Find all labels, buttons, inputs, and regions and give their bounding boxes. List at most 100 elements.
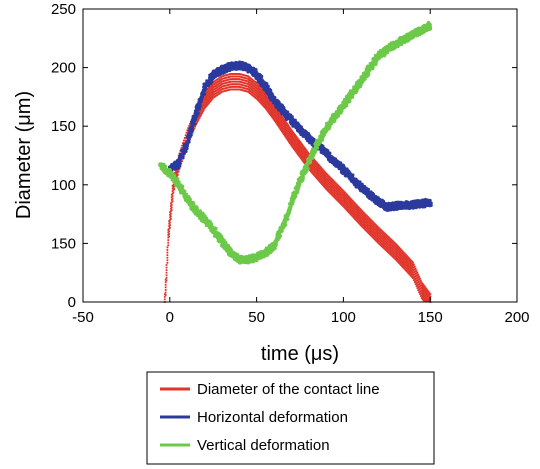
series-1-point — [259, 88, 262, 91]
series-1-point — [316, 165, 319, 168]
series-1-point — [346, 193, 348, 196]
series-1-point — [322, 174, 325, 177]
series-1-point — [255, 92, 258, 95]
series-1-point — [260, 87, 263, 89]
series-1-point — [345, 200, 348, 203]
series-1-point — [291, 130, 294, 133]
series-1-point — [324, 187, 327, 189]
series-1-point — [350, 211, 353, 214]
series-1-point — [200, 108, 203, 111]
series-1-point — [356, 218, 359, 220]
series-1-point — [276, 113, 279, 116]
series-1-point — [281, 118, 284, 121]
series-1-point — [261, 98, 263, 101]
series-1-point — [324, 184, 327, 187]
series-1-point — [265, 105, 268, 108]
series-1-point — [263, 101, 266, 103]
series-1-point — [395, 254, 398, 257]
series-1-point — [261, 103, 263, 106]
series-1-point — [317, 173, 320, 176]
series-1-point — [205, 99, 208, 102]
series-1-point — [285, 137, 288, 139]
series-1-point — [281, 117, 283, 120]
series-1-point — [203, 107, 206, 110]
series-1-point — [266, 107, 269, 109]
series-1-point — [166, 261, 169, 264]
series-2-point — [265, 84, 269, 88]
series-1-point — [292, 144, 295, 147]
series-1-point — [353, 211, 355, 214]
series-1-point — [257, 97, 260, 99]
series-1-point — [258, 90, 261, 93]
series-1-point — [402, 253, 405, 256]
series-2-point — [187, 135, 191, 139]
series-3-point — [171, 174, 176, 178]
series-1-point — [167, 244, 170, 247]
series-1-point — [300, 142, 302, 144]
series-1-point — [197, 116, 200, 118]
series-1-point — [402, 261, 405, 264]
series-1-point — [420, 294, 423, 297]
series-1-point — [408, 265, 411, 268]
series-1-point — [199, 112, 202, 115]
series-1-point — [198, 114, 201, 117]
series-1-point — [355, 206, 358, 209]
series-1-point — [403, 257, 406, 260]
series-1-point — [168, 230, 171, 233]
series-1-point — [209, 93, 211, 95]
series-1-point — [303, 149, 306, 152]
series-1-point — [421, 282, 424, 285]
series-1-point — [257, 89, 260, 92]
series-1-point — [397, 245, 400, 248]
series-1-point — [261, 90, 263, 93]
series-1-point — [169, 211, 171, 214]
series-1-point — [278, 121, 281, 124]
series-2-point — [286, 110, 290, 114]
series-1-point — [348, 204, 351, 207]
series-1-point — [170, 193, 173, 196]
series-1-point — [282, 117, 285, 120]
series-1-point — [314, 164, 316, 167]
series-3 — [158, 20, 433, 265]
series-1-point — [164, 289, 167, 291]
series-1-point — [199, 115, 202, 118]
series-1-point — [271, 114, 274, 116]
series-1-point — [277, 122, 280, 125]
series-1-point — [354, 216, 357, 219]
series-1-point — [287, 126, 289, 129]
series-1-point — [165, 276, 168, 279]
series-1-point — [357, 213, 360, 216]
series-1-point — [258, 98, 261, 100]
series-1-point — [256, 85, 259, 88]
series-1-point — [262, 100, 265, 103]
series-1-point — [356, 210, 359, 213]
series-1-point — [280, 129, 283, 132]
series-1-point — [304, 153, 307, 155]
series-1-point — [297, 151, 300, 154]
series-1-point — [262, 97, 265, 100]
series-1-point — [294, 139, 296, 141]
series-1-point — [279, 127, 282, 130]
series-1-point — [300, 147, 302, 150]
series-1-point — [405, 261, 407, 264]
series-1-point — [267, 108, 269, 110]
series-1-point — [299, 148, 302, 151]
series-1-point — [406, 258, 409, 261]
series-1-point — [211, 92, 214, 95]
series-1-point — [274, 113, 277, 116]
series-1-point — [289, 133, 292, 135]
series-1-point — [404, 263, 407, 266]
series-1-point — [410, 272, 413, 275]
series-1-point — [171, 192, 174, 195]
series-1-point — [172, 191, 175, 194]
series-1-point — [169, 221, 171, 224]
series-1-point — [407, 262, 410, 264]
series-1-point — [270, 110, 273, 113]
series-1-point — [206, 88, 209, 91]
series-1-point — [349, 210, 352, 213]
series-1-point — [356, 212, 359, 215]
series-1-point — [261, 100, 263, 103]
series-1-point — [275, 117, 278, 120]
series-1-point — [292, 147, 295, 149]
series-1-point — [311, 172, 314, 174]
